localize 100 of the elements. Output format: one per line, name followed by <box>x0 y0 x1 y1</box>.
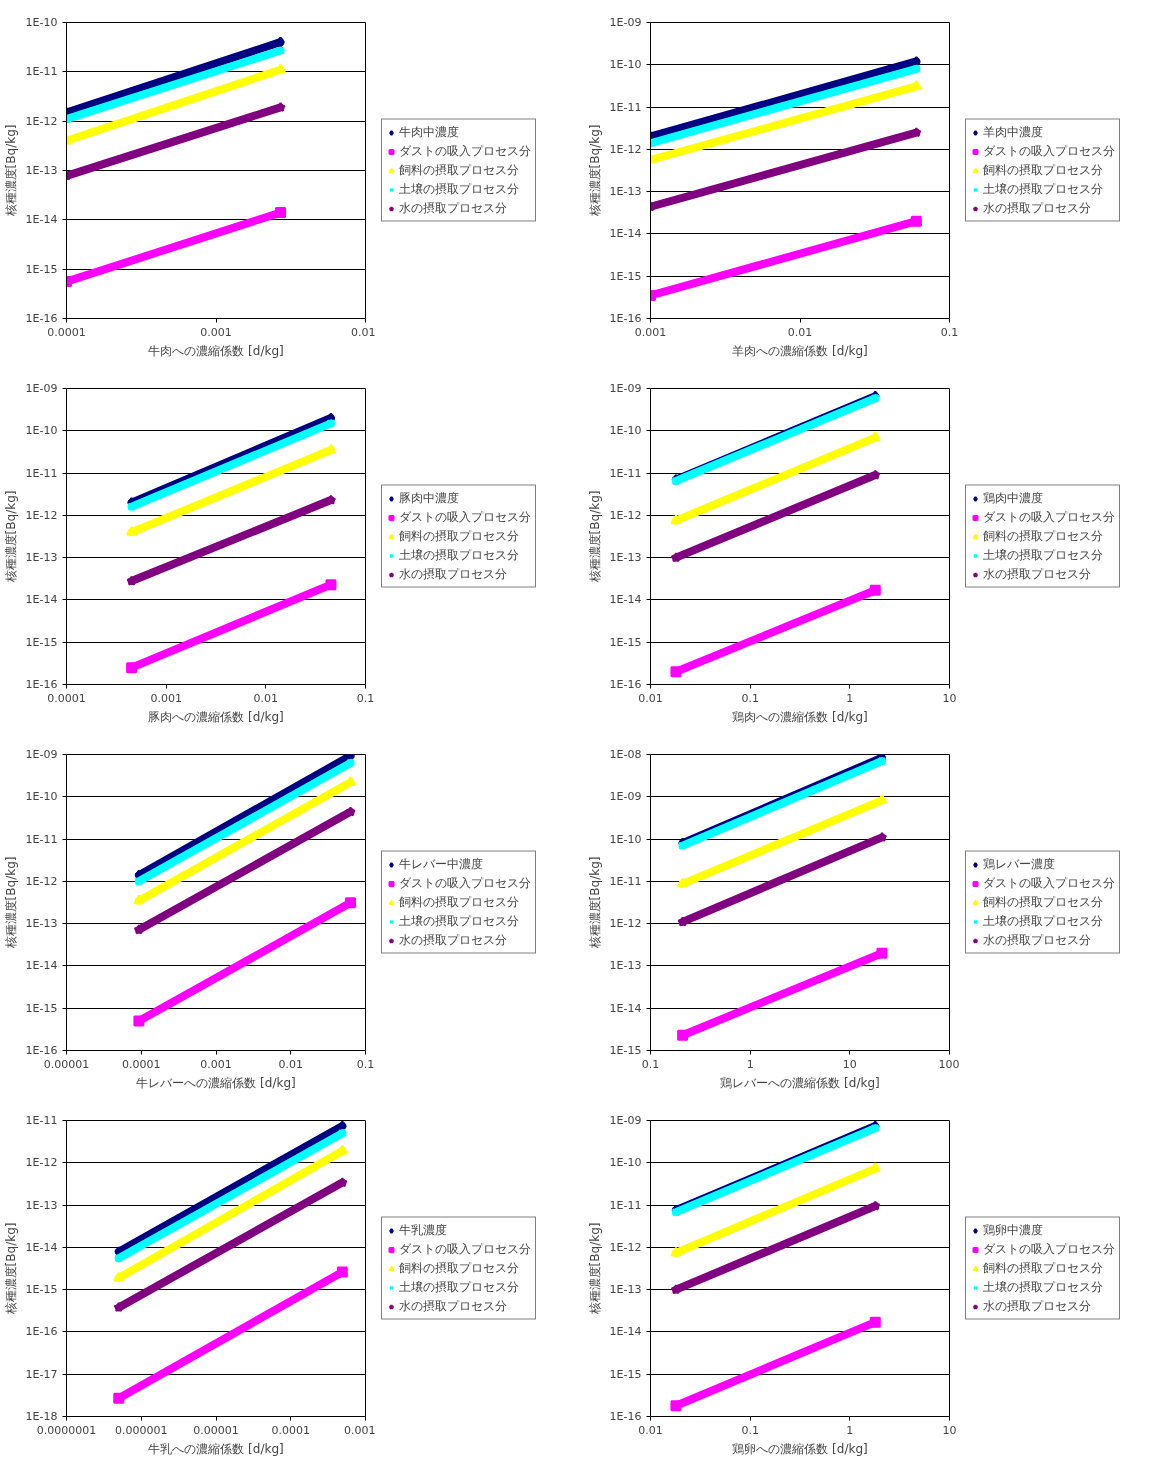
y-tick-label: 1E-10 <box>609 424 642 438</box>
y-tick-label: 1E-10 <box>25 424 58 438</box>
y-tick-label: 1E-15 <box>25 1283 58 1297</box>
y-tick-label: 1E-12 <box>25 114 58 128</box>
x-axis-title: 鶏レバーへの濃縮係数 [d/kg] <box>720 1075 880 1090</box>
y-tick-label: 1E-13 <box>609 551 642 565</box>
y-tick-label: 1E-09 <box>25 748 58 761</box>
x-axis-title: 豚肉への濃縮係数 [d/kg] <box>148 709 284 724</box>
x-tick-label: 0.001 <box>150 691 182 705</box>
y-tick-label: 1E-09 <box>609 1114 642 1127</box>
y-tick-label: 1E-13 <box>609 185 642 199</box>
x-tick-label: 0.00001 <box>43 1057 90 1071</box>
legend-label: 飼料の摂取プロセス分 <box>399 161 519 179</box>
y-tick-label: 1E-16 <box>25 1044 58 1057</box>
y-tick-label: 1E-12 <box>609 1240 642 1254</box>
y-tick-label: 1E-11 <box>25 65 58 79</box>
y-tick-label: 1E-09 <box>25 382 58 395</box>
y-tick-label: 1E-12 <box>25 1156 58 1170</box>
y-tick-label: 1E-08 <box>609 748 642 761</box>
y-tick-label: 1E-14 <box>609 227 642 241</box>
legend-label: 土壌の摂取プロセス分 <box>983 912 1103 930</box>
x-tick-label: 0.0001 <box>271 1423 311 1437</box>
legend-label: 土壌の摂取プロセス分 <box>983 1278 1103 1296</box>
y-tick-label: 1E-12 <box>609 917 642 931</box>
x-tick-label: 0.001 <box>344 1423 376 1437</box>
x-tick-label: 1 <box>846 691 854 705</box>
y-tick-label: 1E-16 <box>609 678 642 691</box>
legend-label: 豚肉中濃度 <box>399 489 459 507</box>
y-axis-title: 核種濃度[Bq/kg] <box>3 490 18 584</box>
y-tick-label: 1E-16 <box>25 1325 58 1339</box>
y-tick-label: 1E-14 <box>25 213 58 227</box>
x-tick-label: 0.1 <box>741 691 759 705</box>
y-tick-label: 1E-14 <box>25 959 58 973</box>
y-tick-label: 1E-13 <box>25 1198 58 1212</box>
y-tick-label: 1E-11 <box>25 832 58 846</box>
x-tick-label: 0.0001 <box>122 1057 161 1071</box>
x-tick-label: 0.1 <box>641 1057 660 1071</box>
y-tick-label: 1E-15 <box>25 1001 58 1015</box>
legend-label: 水の摂取プロセス分 <box>983 1297 1091 1315</box>
y-tick-label: 1E-10 <box>25 16 58 29</box>
y-tick-label: 1E-12 <box>609 508 642 522</box>
y-tick-label: 1E-12 <box>25 508 58 522</box>
legend-label: 鶏レバー濃度 <box>983 855 1055 873</box>
legend-label: ダストの吸入プロセス分 <box>399 142 531 160</box>
x-tick-label: 0.0001 <box>47 691 86 705</box>
x-tick-label: 1 <box>746 1057 754 1071</box>
y-tick-label: 1E-11 <box>609 1198 642 1212</box>
x-tick-label: 10 <box>942 1423 957 1437</box>
x-tick-label: 0.000001 <box>115 1423 168 1437</box>
y-tick-label: 1E-15 <box>25 262 58 276</box>
x-tick-label: 0.01 <box>351 325 376 339</box>
legend-label: ダストの吸入プロセス分 <box>983 1240 1115 1258</box>
x-tick-label: 0.001 <box>634 325 667 339</box>
legend-label: 鶏卵中濃度 <box>983 1221 1043 1239</box>
legend-label: 土壌の摂取プロセス分 <box>399 546 519 564</box>
y-tick-label: 1E-09 <box>609 382 642 395</box>
y-tick-label: 1E-11 <box>25 1114 58 1127</box>
y-tick-label: 1E-12 <box>609 142 642 156</box>
x-tick-label: 1 <box>846 1423 854 1437</box>
y-tick-label: 1E-17 <box>25 1367 58 1381</box>
legend-label: 飼料の摂取プロセス分 <box>399 1259 519 1277</box>
y-axis-title: 核種濃度[Bq/kg] <box>587 490 602 584</box>
legend-label: 鶏肉中濃度 <box>983 489 1043 507</box>
x-axis-title: 牛レバーへの濃縮係数 [d/kg] <box>136 1075 296 1090</box>
y-tick-label: 1E-15 <box>609 1367 642 1381</box>
y-tick-label: 1E-09 <box>609 16 642 29</box>
legend-label: 牛肉中濃度 <box>399 123 459 141</box>
y-tick-label: 1E-15 <box>609 635 642 649</box>
y-tick-label: 1E-15 <box>609 1044 642 1057</box>
legend-label: 水の摂取プロセス分 <box>399 1297 507 1315</box>
y-tick-label: 1E-10 <box>609 1156 642 1170</box>
y-tick-label: 1E-13 <box>25 551 58 565</box>
y-axis-title: 核種濃度[Bq/kg] <box>3 856 18 950</box>
legend-label: 飼料の摂取プロセス分 <box>399 527 519 545</box>
y-tick-label: 1E-11 <box>25 466 58 480</box>
legend-label: ダストの吸入プロセス分 <box>983 142 1115 160</box>
legend-label: 飼料の摂取プロセス分 <box>983 161 1103 179</box>
y-tick-label: 1E-14 <box>609 593 642 607</box>
x-tick-label: 0.01 <box>638 1423 663 1437</box>
x-axis-title: 牛肉への濃縮係数 [d/kg] <box>148 343 284 358</box>
legend-label: 土壌の摂取プロセス分 <box>399 1278 519 1296</box>
x-axis-title: 鶏卵への濃縮係数 [d/kg] <box>732 1441 868 1456</box>
x-tick-label: 0.001 <box>200 325 232 339</box>
y-axis-title: 核種濃度[Bq/kg] <box>587 124 602 218</box>
legend-label: ダストの吸入プロセス分 <box>399 1240 531 1258</box>
y-axis-title: 核種濃度[Bq/kg] <box>587 856 602 950</box>
y-axis-title: 核種濃度[Bq/kg] <box>3 124 18 218</box>
legend-label: 土壌の摂取プロセス分 <box>983 180 1103 198</box>
x-tick-label: 0.1 <box>356 691 375 705</box>
y-tick-label: 1E-15 <box>609 269 642 283</box>
legend-label: 牛乳濃度 <box>399 1221 447 1239</box>
x-tick-label: 0.01 <box>787 325 813 339</box>
y-tick-label: 1E-11 <box>609 466 642 480</box>
y-tick-label: 1E-15 <box>25 635 58 649</box>
y-tick-label: 1E-09 <box>609 790 642 804</box>
legend-label: 水の摂取プロセス分 <box>983 931 1091 949</box>
x-axis-title: 羊肉への濃縮係数 [d/kg] <box>732 343 868 358</box>
y-tick-label: 1E-16 <box>609 1410 642 1423</box>
y-tick-label: 1E-16 <box>25 678 58 691</box>
legend-label: 水の摂取プロセス分 <box>983 565 1091 583</box>
